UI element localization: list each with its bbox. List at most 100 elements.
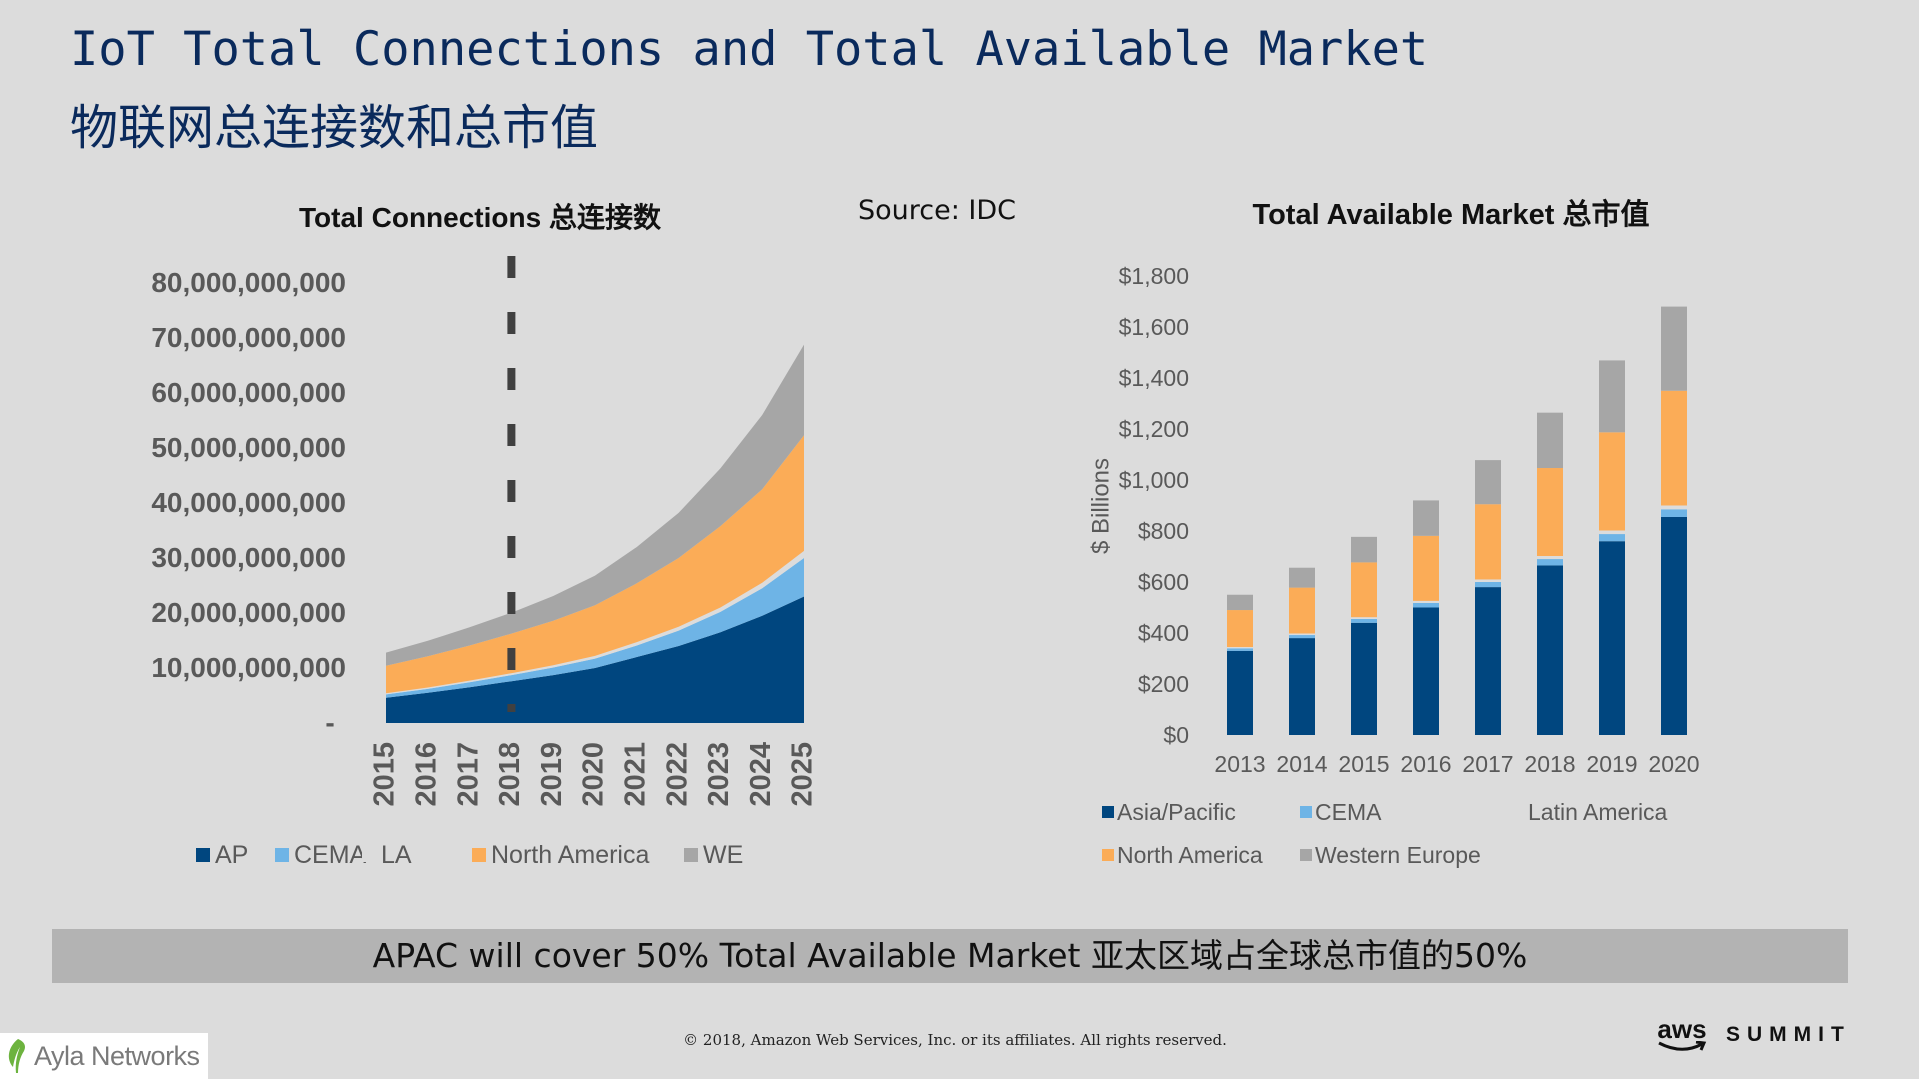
leaf-icon xyxy=(8,1039,26,1073)
bar-north-america xyxy=(1289,587,1315,634)
bar-western-europe xyxy=(1599,360,1625,433)
bar-western-europe xyxy=(1289,567,1315,588)
bar-cema xyxy=(1475,582,1501,588)
bar-western-europe xyxy=(1351,536,1377,563)
legend-swatch-cema xyxy=(1300,806,1312,818)
summit-logo-text: SUMMIT xyxy=(1726,1023,1851,1046)
bar-asia-pacific xyxy=(1599,541,1625,735)
y-tick-label: $0 xyxy=(1163,722,1189,748)
bar-asia-pacific xyxy=(1413,607,1439,735)
y-tick-label: $800 xyxy=(1138,518,1189,544)
legend-label-ap: AP xyxy=(215,841,248,869)
x-tick-label: 2015 xyxy=(369,742,401,807)
bar-asia-pacific xyxy=(1475,587,1501,735)
legend-label-we: WE xyxy=(703,841,743,869)
aws-logo-text: aws xyxy=(1657,1014,1707,1044)
legend-label-la: LA xyxy=(381,841,412,869)
market-chart-title: Total Available Market 总市值 xyxy=(1253,197,1650,231)
area-series-ap xyxy=(386,596,804,723)
bar-asia-pacific xyxy=(1289,638,1315,735)
x-tick-label: 2017 xyxy=(452,742,484,807)
bar-cema xyxy=(1351,618,1377,623)
bar-north-america xyxy=(1475,504,1501,580)
slide-title-en: IoT Total Connections and Total Availabl… xyxy=(70,22,1429,77)
summary-banner: APAC will cover 50% Total Available Mark… xyxy=(52,929,1848,983)
bar-cema xyxy=(1537,559,1563,566)
x-tick-label: 2020 xyxy=(1648,751,1699,777)
area-series-cema xyxy=(386,558,804,698)
x-tick-label: 2021 xyxy=(619,742,651,807)
total-available-market-chart: Total Available Market 总市值 $0 $200 $400 $600… xyxy=(1087,197,1699,868)
x-tick-label: 2019 xyxy=(1586,751,1637,777)
x-tick-label: 2022 xyxy=(661,742,693,807)
y-tick-label: $1,600 xyxy=(1119,314,1189,340)
legend-swatch-cema xyxy=(275,848,289,862)
source-label: Source: IDC xyxy=(858,195,1017,226)
y-tick-label: $1,400 xyxy=(1119,365,1189,391)
bar-cema xyxy=(1413,602,1439,608)
bar-western-europe xyxy=(1227,594,1253,611)
y-tick-label: 30,000,000,000 xyxy=(151,542,346,573)
bar-north-america xyxy=(1661,390,1687,506)
legend-label-cema: CEMA xyxy=(294,841,367,869)
bar-asia-pacific xyxy=(1537,565,1563,735)
y-tick-label: $1,200 xyxy=(1119,416,1189,442)
aws-summit-logo: aws SUMMIT xyxy=(1656,1014,1851,1053)
x-tick-label: 2019 xyxy=(536,742,568,807)
bar-latin-america xyxy=(1475,579,1501,582)
legend-label-asia-pacific: Asia/Pacific xyxy=(1117,799,1236,825)
legend-label-north-america: North America xyxy=(1117,842,1263,868)
y-tick-label: 20,000,000,000 xyxy=(151,597,346,628)
area-series-north-america xyxy=(386,435,804,694)
bar-north-america xyxy=(1413,535,1439,601)
bar-cema xyxy=(1289,635,1315,639)
x-tick-label: 2017 xyxy=(1462,751,1513,777)
legend-swatch-la xyxy=(362,848,376,862)
x-tick-label: 2018 xyxy=(1524,751,1575,777)
x-tick-label: 2023 xyxy=(703,742,735,807)
x-tick-label: 2013 xyxy=(1214,751,1265,777)
bar-north-america xyxy=(1537,468,1563,556)
legend-label-latin-america: Latin America xyxy=(1528,799,1668,825)
legend-swatch-western-europe xyxy=(1300,849,1312,861)
legend-swatch-asia-pacific xyxy=(1102,806,1114,818)
y-tick-label: 10,000,000,000 xyxy=(151,652,346,683)
bar-latin-america xyxy=(1599,530,1625,535)
bar-asia-pacific xyxy=(1351,622,1377,735)
legend-swatch-north-america xyxy=(1102,849,1114,861)
ayla-networks-logo: Ayla Networks xyxy=(0,1033,208,1079)
bar-western-europe xyxy=(1661,306,1687,391)
legend-swatch-we xyxy=(684,848,698,862)
y-tick-label: $400 xyxy=(1138,620,1189,646)
y-tick-label: 40,000,000,000 xyxy=(151,487,346,518)
bar-north-america xyxy=(1351,562,1377,618)
legend-swatch-latin-america xyxy=(1513,806,1525,818)
y-tick-label: - xyxy=(325,707,334,738)
connections-chart-title: Total Connections 总连接数 xyxy=(299,202,662,233)
y-tick-label: $200 xyxy=(1138,671,1189,697)
bar-cema xyxy=(1599,534,1625,542)
y-axis-label: $ Billions xyxy=(1087,458,1114,554)
bar-western-europe xyxy=(1475,460,1501,505)
area-series-we xyxy=(386,344,804,666)
aws-smile-icon xyxy=(1658,1041,1707,1051)
legend-label-north-america: North America xyxy=(491,841,649,869)
bar-cema xyxy=(1227,648,1253,651)
bar-latin-america xyxy=(1413,600,1439,603)
x-tick-label: 2018 xyxy=(494,742,526,807)
y-tick-label: 80,000,000,000 xyxy=(151,267,346,298)
legend-swatch-north-america xyxy=(472,848,486,862)
total-connections-chart: Total Connections 总连接数 - 10,000,000,000 20,… xyxy=(151,202,818,869)
x-tick-label: 2024 xyxy=(745,742,777,807)
x-tick-label: 2020 xyxy=(578,742,610,807)
x-tick-label: 2016 xyxy=(410,742,442,807)
bar-asia-pacific xyxy=(1227,650,1253,735)
x-tick-label: 2016 xyxy=(1400,751,1451,777)
x-tick-label: 2015 xyxy=(1338,751,1389,777)
x-tick-label: 2014 xyxy=(1276,751,1327,777)
bar-latin-america xyxy=(1351,617,1377,619)
y-tick-label: $1,800 xyxy=(1119,263,1189,289)
legend-swatch-ap xyxy=(196,848,210,862)
bar-latin-america xyxy=(1227,647,1253,649)
bar-latin-america xyxy=(1289,633,1315,636)
